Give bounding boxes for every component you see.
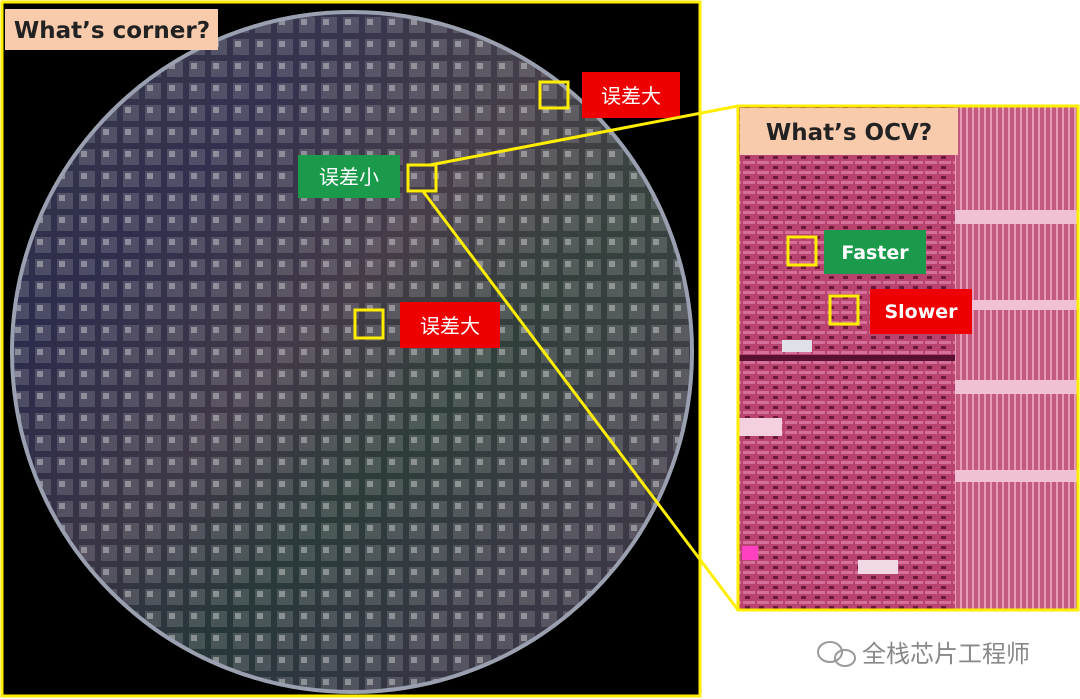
label: Slower (884, 301, 958, 323)
label: 误差小 (319, 165, 379, 189)
label-box (870, 289, 972, 334)
highlight-box (786, 235, 818, 267)
title-box (740, 108, 958, 155)
title: What’s corner? (14, 18, 210, 44)
zoom-line (429, 104, 739, 167)
zoom-line (420, 189, 740, 611)
watermark: 全栈芯片工程师 (862, 640, 1030, 668)
title-box (5, 9, 218, 50)
chip-layout (738, 106, 1078, 610)
label: 误差大 (601, 84, 661, 108)
wafer (12, 12, 692, 692)
label-box (582, 72, 680, 118)
label-box (824, 230, 926, 274)
highlight-box (828, 294, 860, 326)
highlight-box (353, 308, 385, 340)
label-box (298, 155, 400, 198)
label-box (400, 302, 500, 348)
right-panel (736, 104, 1080, 612)
label: Faster (841, 242, 909, 264)
highlight-box (538, 80, 570, 110)
label: 误差大 (420, 314, 480, 338)
title: What’s OCV? (766, 120, 932, 146)
watermark-icon (817, 641, 856, 667)
wafer-edge (10, 10, 694, 694)
